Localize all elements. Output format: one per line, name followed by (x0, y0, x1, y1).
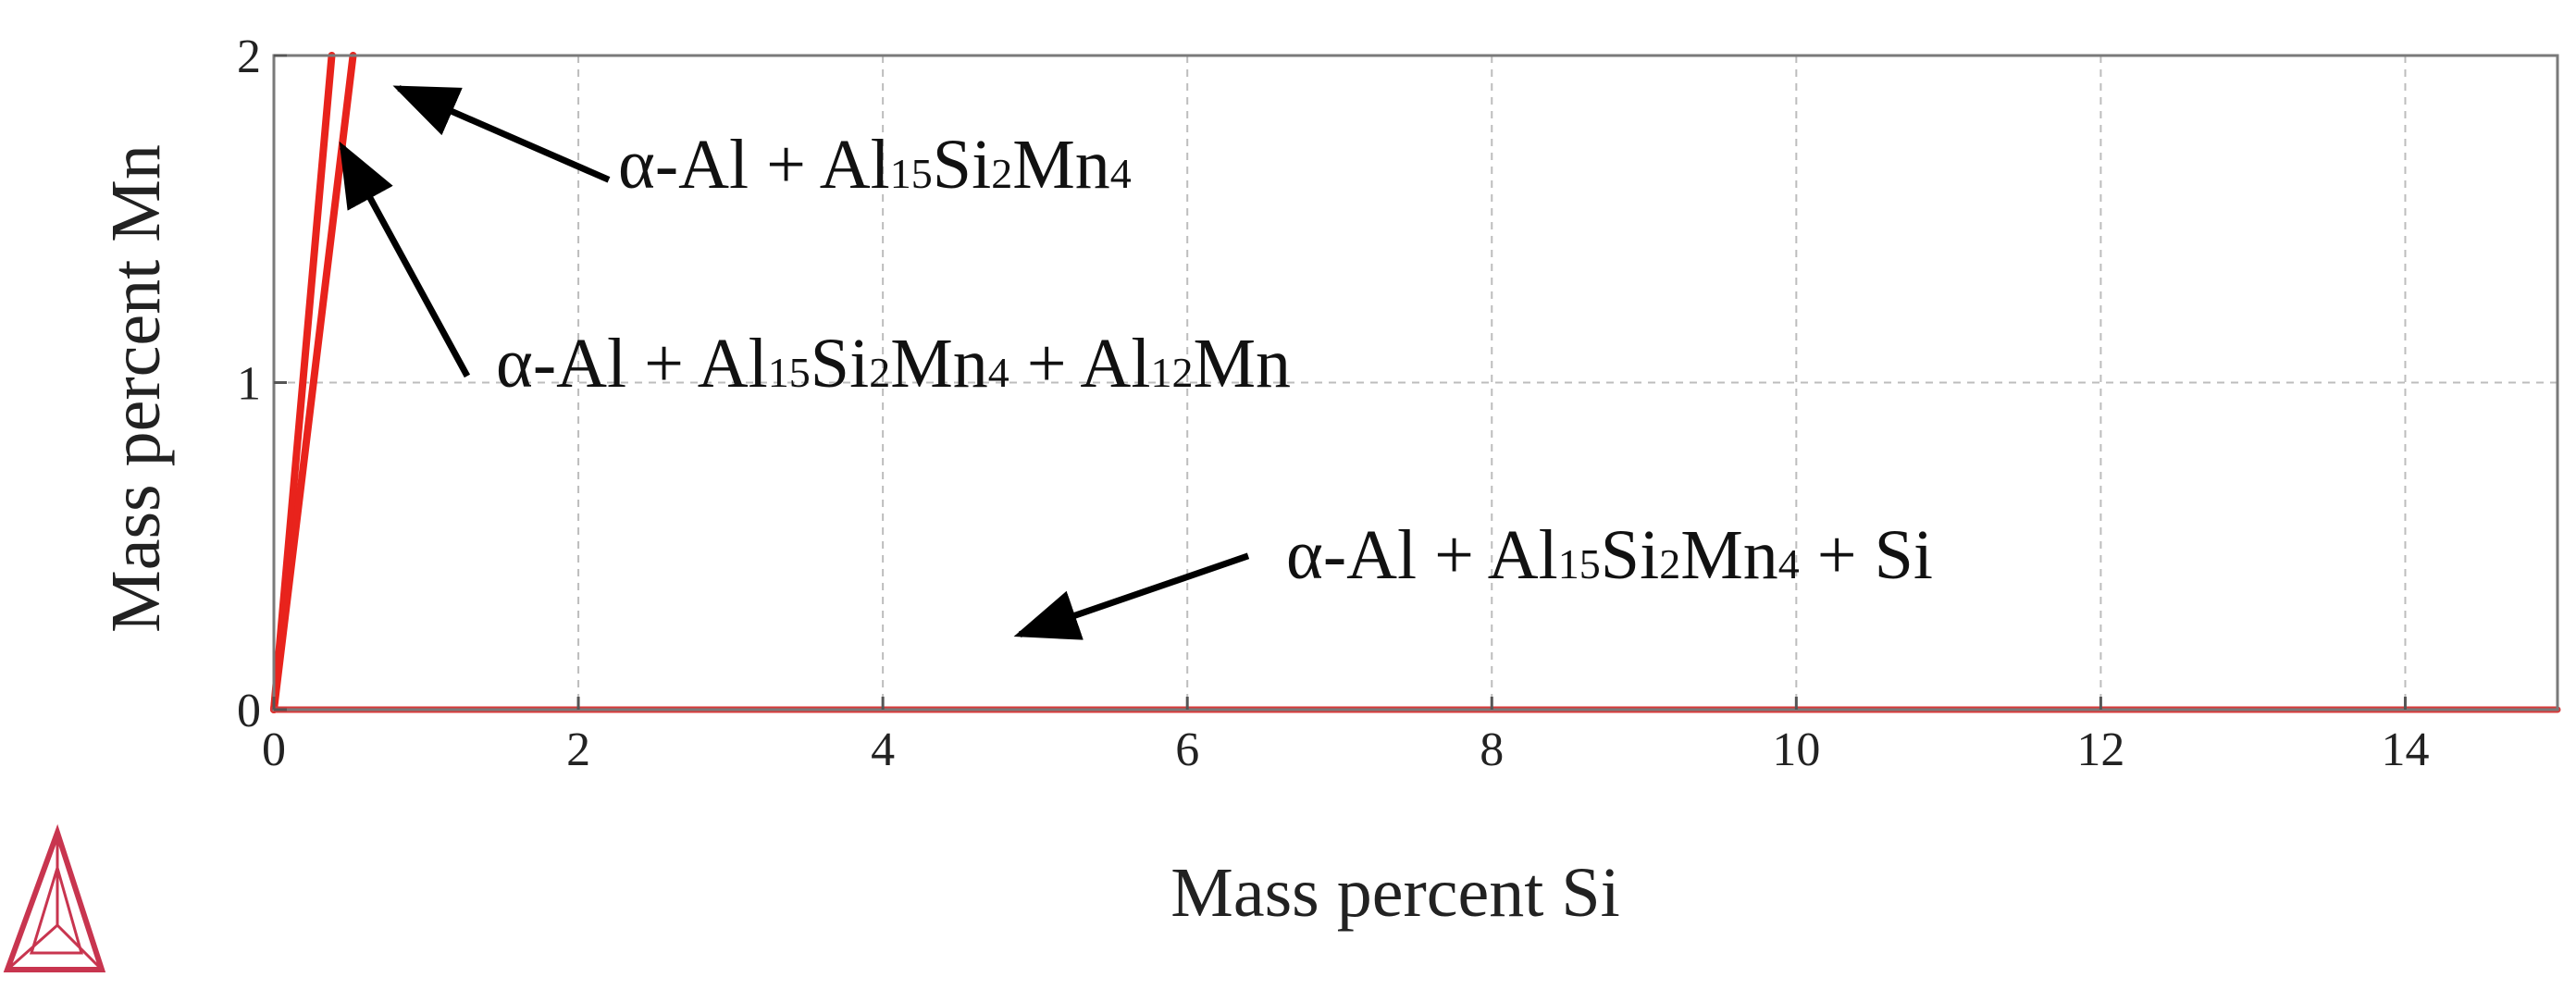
x-tick-label: 12 (2076, 724, 2124, 776)
x-tick-label: 14 (2381, 724, 2429, 776)
annotation-label-1: α-Al + Al15Si2Mn4 (618, 126, 1132, 204)
thermo-calc-triangle-logo-icon (3, 823, 106, 972)
annotation-text: α-Al + Al (1286, 516, 1558, 594)
annotation-text: Si (933, 126, 991, 204)
annotation-subscript: 2 (1659, 540, 1680, 588)
x-tick-label: 6 (1175, 724, 1199, 776)
x-tick-label: 8 (1480, 724, 1504, 776)
annotation-subscript: 2 (991, 150, 1012, 197)
annotation-text: + Si (1800, 516, 1933, 594)
grid-layer (274, 56, 2557, 710)
x-tick-label: 4 (871, 724, 895, 776)
annotation-subscript: 2 (869, 349, 890, 396)
annotation-arrow-2 (339, 141, 471, 378)
annotation-text: Mn (1012, 126, 1110, 204)
y-tick-label: 1 (237, 358, 261, 411)
annotation-label-3: α-Al + Al15Si2Mn4 + Si (1286, 516, 1933, 594)
x-tick-label: 2 (566, 724, 590, 776)
y-tick-label: 0 (237, 685, 261, 737)
annotation-subscript: 12 (1150, 349, 1193, 396)
annotation-text: + Al (1009, 325, 1151, 402)
annotation-arrow-3 (1013, 552, 1250, 640)
annotation-text: Mn (1680, 516, 1778, 594)
annotation-subscript: 4 (988, 349, 1009, 396)
x-tick-label: 0 (262, 724, 286, 776)
x-tick-label: 10 (1772, 724, 1820, 776)
annotation-subscript: 4 (1778, 540, 1800, 588)
y-axis-title: Mass percent Mn (97, 144, 175, 633)
annotation-text: Mn (890, 325, 988, 402)
annotation-subscript: 15 (890, 150, 933, 197)
annotation-label-2: α-Al + Al15Si2Mn4 + Al12Mn (496, 325, 1291, 402)
annotation-subscript: 15 (1558, 540, 1601, 588)
annotation-arrow-1 (392, 85, 611, 183)
x-axis-title: Mass percent Si (1170, 854, 1619, 932)
annotation-subscript: 4 (1110, 150, 1132, 197)
y-tick-label: 2 (237, 31, 261, 83)
annotation-text: α-Al + Al (618, 126, 890, 204)
annotation-text: α-Al + Al (496, 325, 768, 402)
annotation-text: Mn (1193, 325, 1291, 402)
annotation-subscript: 15 (768, 349, 811, 396)
annotation-text: Si (811, 325, 869, 402)
annotation-text: Si (1601, 516, 1659, 594)
